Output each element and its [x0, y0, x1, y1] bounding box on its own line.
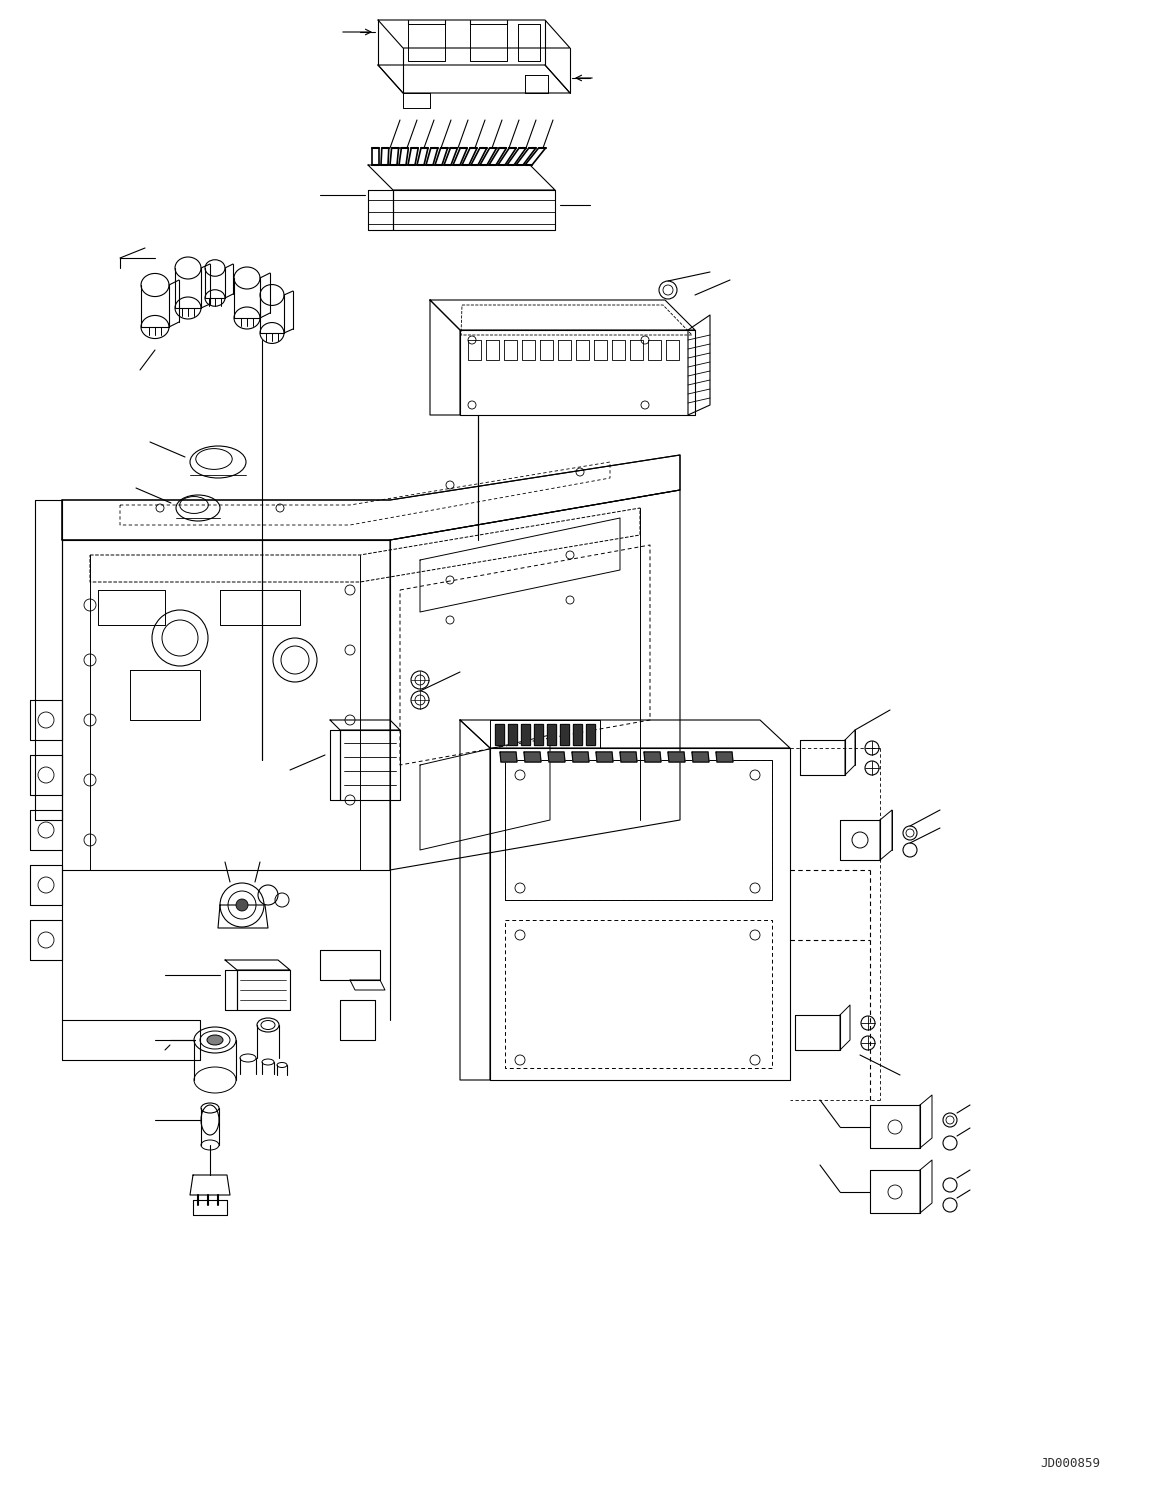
- Polygon shape: [547, 724, 556, 745]
- Polygon shape: [500, 752, 517, 762]
- Polygon shape: [620, 752, 636, 762]
- Circle shape: [236, 900, 248, 912]
- Polygon shape: [523, 752, 541, 762]
- Polygon shape: [573, 724, 582, 745]
- Polygon shape: [548, 752, 565, 762]
- Polygon shape: [508, 724, 517, 745]
- Polygon shape: [596, 752, 613, 762]
- Polygon shape: [495, 724, 504, 745]
- Text: JD000859: JD000859: [1040, 1458, 1100, 1470]
- Polygon shape: [521, 724, 530, 745]
- Polygon shape: [572, 752, 589, 762]
- Polygon shape: [534, 724, 543, 745]
- Polygon shape: [586, 724, 595, 745]
- Ellipse shape: [208, 1035, 223, 1044]
- Polygon shape: [692, 752, 709, 762]
- Polygon shape: [668, 752, 685, 762]
- Polygon shape: [645, 752, 661, 762]
- Polygon shape: [716, 752, 733, 762]
- Polygon shape: [560, 724, 568, 745]
